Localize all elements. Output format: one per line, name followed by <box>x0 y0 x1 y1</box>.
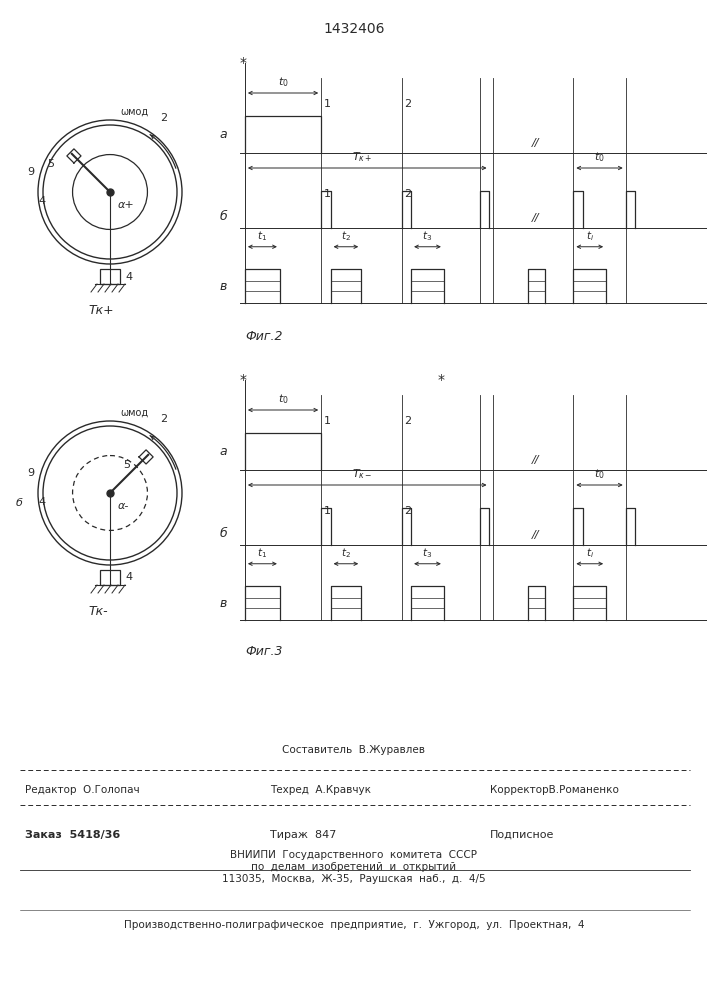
Text: 2: 2 <box>404 189 411 199</box>
Text: *: * <box>240 373 247 387</box>
Text: в: в <box>220 280 227 293</box>
Text: 1432406: 1432406 <box>323 22 385 36</box>
Text: Тк+: Тк+ <box>88 304 114 317</box>
Text: б: б <box>219 527 227 540</box>
Text: $T_{\kappa-}$: $T_{\kappa-}$ <box>352 467 373 481</box>
Text: $t_i$: $t_i$ <box>585 229 594 243</box>
Text: 2: 2 <box>404 416 411 426</box>
Text: ωмод: ωмод <box>121 407 149 417</box>
Text: 5: 5 <box>47 159 54 169</box>
Text: б: б <box>16 498 23 508</box>
Text: $t_1$: $t_1$ <box>257 229 267 243</box>
Text: 1: 1 <box>324 506 331 516</box>
Text: 4: 4 <box>38 497 45 507</box>
Text: Фиг.2: Фиг.2 <box>245 330 283 343</box>
Text: Заказ  5418/36: Заказ 5418/36 <box>25 830 120 840</box>
Text: $t_3$: $t_3$ <box>422 229 433 243</box>
Text: а: а <box>219 445 227 458</box>
Text: 9: 9 <box>28 468 35 478</box>
Text: $t_0$: $t_0$ <box>594 467 605 481</box>
Text: Фиг.3: Фиг.3 <box>245 645 283 658</box>
Text: α+: α+ <box>118 200 135 210</box>
Text: $t_0$: $t_0$ <box>278 392 288 406</box>
Text: 9: 9 <box>28 167 35 177</box>
Text: 4: 4 <box>38 196 45 206</box>
Text: 4: 4 <box>125 271 132 282</box>
Text: 113035,  Москва,  Ж-35,  Раушская  наб.,  д.  4/5: 113035, Москва, Ж-35, Раушская наб., д. … <box>222 874 486 884</box>
Bar <box>100 269 120 284</box>
Text: ωмод: ωмод <box>121 106 149 116</box>
Text: //: // <box>532 138 539 148</box>
Text: Составитель  В.Журавлев: Составитель В.Журавлев <box>283 745 426 755</box>
Text: 2: 2 <box>404 99 411 109</box>
Text: 2: 2 <box>404 506 411 516</box>
Text: б: б <box>219 210 227 223</box>
Text: в: в <box>220 597 227 610</box>
Text: 4: 4 <box>125 572 132 582</box>
Text: Редактор  О.Голопач: Редактор О.Голопач <box>25 785 139 795</box>
Text: $t_0$: $t_0$ <box>278 75 288 89</box>
Text: *: * <box>240 56 247 70</box>
Text: 1: 1 <box>324 416 331 426</box>
Text: $t_i$: $t_i$ <box>585 546 594 560</box>
Text: //: // <box>532 213 539 223</box>
Text: 1: 1 <box>324 99 331 109</box>
Text: α-: α- <box>118 501 129 511</box>
Text: Тк-: Тк- <box>88 605 108 618</box>
Text: а: а <box>219 128 227 141</box>
Text: $t_3$: $t_3$ <box>422 546 433 560</box>
Text: *: * <box>437 373 444 387</box>
Text: 2: 2 <box>160 113 168 123</box>
Text: $t_1$: $t_1$ <box>257 546 267 560</box>
Text: КорректорВ.Романенко: КорректорВ.Романенко <box>490 785 619 795</box>
Text: //: // <box>532 455 539 465</box>
Text: $t_2$: $t_2$ <box>341 229 351 243</box>
Text: Техред  А.Кравчук: Техред А.Кравчук <box>270 785 371 795</box>
Text: 1: 1 <box>324 189 331 199</box>
Text: Производственно-полиграфическое  предприятие,  г.  Ужгород,  ул.  Проектная,  4: Производственно-полиграфическое предприя… <box>124 920 584 930</box>
Text: ВНИИПИ  Государственного  комитета  СССР: ВНИИПИ Государственного комитета СССР <box>230 850 477 860</box>
Text: $T_{\kappa+}$: $T_{\kappa+}$ <box>352 150 373 164</box>
Text: 5: 5 <box>123 460 130 470</box>
Text: $t_2$: $t_2$ <box>341 546 351 560</box>
Text: //: // <box>532 530 539 540</box>
Text: 2: 2 <box>160 414 168 424</box>
Text: $t_0$: $t_0$ <box>594 150 605 164</box>
Text: Подписное: Подписное <box>490 830 554 840</box>
Bar <box>100 570 120 585</box>
Text: Тираж  847: Тираж 847 <box>270 830 337 840</box>
Text: по  делам  изобретений  и  открытий: по делам изобретений и открытий <box>252 862 457 872</box>
